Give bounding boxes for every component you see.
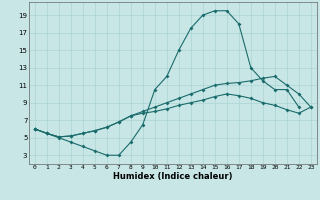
X-axis label: Humidex (Indice chaleur): Humidex (Indice chaleur) <box>113 172 233 181</box>
